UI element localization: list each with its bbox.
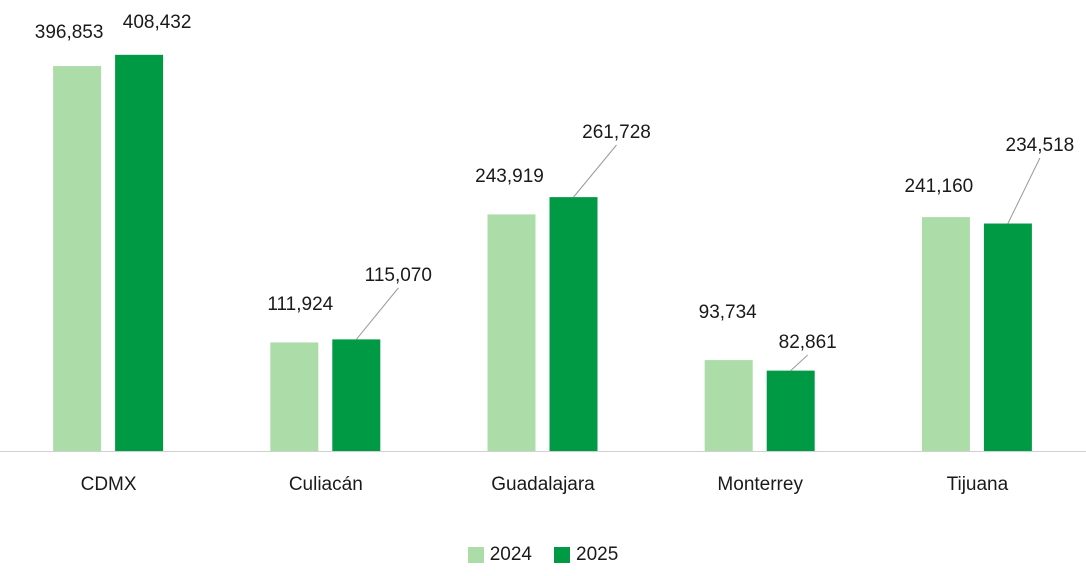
bars-layer xyxy=(53,54,1032,452)
data-label-2025-2: 261,728 xyxy=(582,122,651,143)
category-labels-layer: CDMX Culiacán Guadalajara Monterrey Tijuana xyxy=(81,474,1009,495)
data-label-2024-0: 396,853 xyxy=(35,22,104,43)
bar-2024-3 xyxy=(704,360,753,451)
legend-swatch-2024 xyxy=(467,547,484,563)
category-label-4: Tijuana xyxy=(947,474,1009,495)
data-label-2024-4: 241,160 xyxy=(905,176,974,197)
data-label-2024-2: 243,919 xyxy=(475,166,544,187)
data-label-2024-1: 111,924 xyxy=(267,294,333,315)
data-label-2025-3: 82,861 xyxy=(779,332,837,353)
bar-2024-4 xyxy=(921,217,970,451)
category-label-3: Monterrey xyxy=(717,474,803,495)
bar-2025-2 xyxy=(549,197,598,451)
bar-2024-1 xyxy=(270,342,319,451)
legend-item-2024: 2024 xyxy=(467,544,532,566)
leader-lines-layer xyxy=(355,144,1041,371)
category-label-1: Culiacán xyxy=(289,474,363,495)
data-label-2024-3: 93,734 xyxy=(699,302,758,323)
leader-line-2025-2 xyxy=(573,144,617,198)
category-label-0: CDMX xyxy=(81,474,137,495)
legend-label-2025: 2025 xyxy=(576,544,619,565)
bar-2025-3 xyxy=(766,370,815,451)
bar-2025-1 xyxy=(332,339,381,451)
category-label-2: Guadalajara xyxy=(491,474,595,495)
legend-label-2024: 2024 xyxy=(489,544,532,565)
legend: 2024 2025 xyxy=(0,544,1086,566)
legend-swatch-2025 xyxy=(554,547,570,563)
data-label-2025-4: 234,518 xyxy=(1006,135,1075,156)
data-labels-layer: 396,853 408,432 111,924 115,070 243,919 261,7… xyxy=(35,12,1074,353)
leader-line-2025-1 xyxy=(355,287,399,340)
bar-2025-4 xyxy=(983,223,1032,451)
leader-line-2025-3 xyxy=(790,354,809,371)
data-label-2025-1: 115,070 xyxy=(365,265,432,286)
legend-item-2025: 2025 xyxy=(554,544,618,566)
data-label-2025-0: 408,432 xyxy=(123,12,192,33)
leader-line-2025-4 xyxy=(1007,157,1041,224)
bar-2024-2 xyxy=(487,214,536,451)
bar-2025-0 xyxy=(115,54,164,452)
bar-2024-0 xyxy=(53,66,102,452)
